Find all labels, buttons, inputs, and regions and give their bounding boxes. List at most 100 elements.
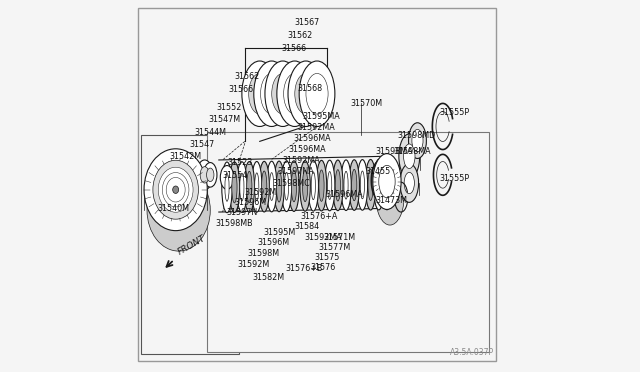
Ellipse shape [289,161,299,211]
Text: 31544M: 31544M [195,128,227,137]
Text: 31584: 31584 [294,222,320,231]
Ellipse shape [277,61,312,126]
Text: 31570M: 31570M [351,99,383,108]
Ellipse shape [373,154,401,209]
Ellipse shape [376,169,404,225]
Ellipse shape [240,173,244,201]
Text: 31595MA: 31595MA [302,112,340,121]
Ellipse shape [284,172,289,200]
Ellipse shape [274,161,284,212]
Text: 31598MD: 31598MD [397,131,436,140]
Text: 31566: 31566 [229,85,254,94]
Text: 31523: 31523 [228,158,253,167]
Text: 31555P: 31555P [439,174,469,183]
Ellipse shape [153,160,198,219]
Ellipse shape [385,169,390,200]
Ellipse shape [360,171,365,199]
Ellipse shape [282,161,292,212]
Ellipse shape [357,160,367,210]
Ellipse shape [284,73,306,114]
Ellipse shape [319,170,324,201]
Text: 31547: 31547 [189,140,214,149]
Text: 31552: 31552 [216,103,242,112]
Ellipse shape [335,170,340,201]
Ellipse shape [196,160,213,190]
Ellipse shape [254,61,289,126]
Ellipse shape [328,171,332,199]
Ellipse shape [349,160,360,210]
Ellipse shape [229,162,239,212]
Ellipse shape [266,161,277,212]
Ellipse shape [265,61,301,126]
Ellipse shape [252,161,262,212]
Ellipse shape [220,166,234,189]
Text: 31595M: 31595M [264,228,296,237]
Text: 31540M: 31540M [157,204,189,213]
Text: 31555P: 31555P [439,108,469,117]
Ellipse shape [272,73,294,114]
Text: 31592MA: 31592MA [305,233,342,242]
Ellipse shape [244,162,255,212]
Ellipse shape [259,161,269,212]
Bar [207,132,489,352]
Text: 31473M: 31473M [375,196,407,205]
Text: 31597N: 31597N [227,208,257,217]
Text: 31568: 31568 [298,84,323,93]
Text: 31562: 31562 [287,31,313,40]
Text: 31571M: 31571M [323,233,355,242]
Ellipse shape [288,61,324,126]
Text: FRONT: FRONT [176,234,207,257]
Text: 31576: 31576 [310,263,336,272]
Ellipse shape [377,171,381,199]
Text: 31598MB: 31598MB [215,219,253,228]
Ellipse shape [316,160,326,211]
Text: 31596MA: 31596MA [289,145,326,154]
Text: 31596MA: 31596MA [326,190,364,199]
Ellipse shape [374,159,384,210]
Text: 31592M: 31592M [237,260,269,269]
Text: A3.5A.037P: A3.5A.037P [450,348,494,357]
Ellipse shape [144,149,207,231]
Text: 31575: 31575 [314,253,340,262]
Ellipse shape [260,73,283,114]
Ellipse shape [204,163,217,187]
Text: 31562: 31562 [234,72,260,81]
Ellipse shape [341,160,351,211]
Ellipse shape [222,162,232,213]
Ellipse shape [200,167,209,183]
Ellipse shape [404,144,415,169]
Ellipse shape [379,165,395,198]
Text: 31592M: 31592M [245,188,277,197]
Text: 31576+B: 31576+B [286,264,323,273]
Ellipse shape [237,162,247,212]
Bar [141,135,239,354]
Ellipse shape [365,160,376,210]
Ellipse shape [299,61,335,126]
Ellipse shape [303,170,308,202]
Ellipse shape [255,173,259,201]
Ellipse shape [324,160,335,211]
Ellipse shape [225,173,229,201]
Ellipse shape [232,171,237,203]
Ellipse shape [400,164,419,202]
Ellipse shape [404,172,414,194]
Ellipse shape [311,172,316,200]
Text: 31566: 31566 [281,44,306,53]
Text: 31592MA: 31592MA [283,156,321,165]
Ellipse shape [276,171,282,202]
Text: 31567: 31567 [294,18,319,27]
Text: 31598MC: 31598MC [273,179,310,187]
Text: 31598M: 31598M [248,249,280,258]
Text: 31598MA: 31598MA [394,147,431,156]
Text: 31542M: 31542M [170,152,202,161]
Ellipse shape [344,171,348,199]
Text: 31597NA: 31597NA [277,167,314,176]
Text: 31554: 31554 [223,171,248,180]
Ellipse shape [412,129,423,152]
Ellipse shape [300,161,310,211]
Ellipse shape [399,134,420,179]
Text: 31598MA: 31598MA [375,147,413,156]
Ellipse shape [158,167,193,212]
Text: 31455: 31455 [365,167,390,176]
Text: 31592MA: 31592MA [298,123,335,132]
